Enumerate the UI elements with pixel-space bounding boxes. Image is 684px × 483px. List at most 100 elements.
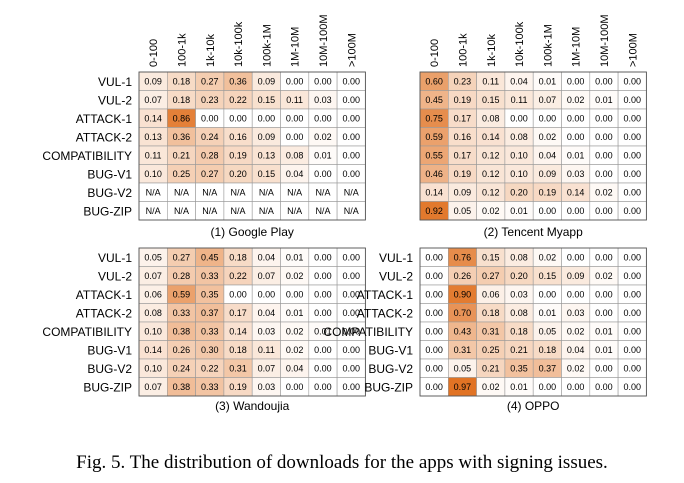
cell-value-label: 0.23	[454, 77, 472, 87]
cell-value-label: 0.00	[314, 290, 332, 300]
cell-value-label: 0.35	[510, 364, 528, 374]
cell-value-label: 0.09	[144, 77, 162, 87]
cell-value-label: 0.27	[482, 271, 500, 281]
row-label: ATTACK-1	[76, 112, 133, 126]
cell-value-label: 0.01	[286, 308, 304, 318]
cell-value-label: 0.19	[229, 151, 247, 161]
cell-value-label: 0.00	[595, 169, 613, 179]
cell-value-label: 0.05	[144, 253, 162, 263]
cell-value-label: 0.19	[539, 188, 557, 198]
row-label: BUG-V1	[368, 343, 413, 357]
cell-value-label: 0.60	[425, 77, 443, 87]
cell-value-label: 0.00	[342, 132, 360, 142]
cell-value-label: 0.07	[539, 95, 557, 105]
cell-value-label: 0.00	[623, 345, 641, 355]
cell-value-label: 0.00	[623, 290, 641, 300]
row-label: COMPATIBILITY	[42, 325, 132, 339]
cell-value-label: 0.02	[482, 382, 500, 392]
cell-value-label: 0.00	[425, 253, 443, 263]
cell-value-label: 0.00	[567, 206, 585, 216]
cell-value-label: 0.14	[144, 114, 162, 124]
cell-value-label: 0.00	[539, 290, 557, 300]
cell-value-label: 0.03	[258, 327, 276, 337]
cell-value-label: 0.45	[425, 95, 443, 105]
cell-value-label: 0.20	[510, 271, 528, 281]
cell-value-label: 0.00	[342, 308, 360, 318]
cell-value-label: 0.70	[454, 308, 472, 318]
cell-value-label: 0.38	[173, 382, 191, 392]
cell-value-label: 0.19	[454, 95, 472, 105]
cell-value-label: 0.25	[482, 345, 500, 355]
row-label: ATTACK-1	[357, 288, 414, 302]
row-label: ATTACK-2	[357, 306, 414, 320]
cell-value-label: 0.00	[567, 382, 585, 392]
cell-value-label: 0.13	[258, 151, 276, 161]
cell-value-label: N/A	[174, 206, 189, 216]
cell-value-label: 0.36	[229, 77, 247, 87]
cell-value-label: 0.00	[229, 290, 247, 300]
heatmap-border	[138, 71, 366, 221]
heatmap-panel-1: 0.09 0.18 0.27 0.36 0.09 0.00 0.00 0.00 0.07 0.18…	[42, 14, 366, 239]
row-label: VUL-2	[98, 93, 132, 107]
cell-value-label: 0.08	[286, 151, 304, 161]
cell-value-label: N/A	[202, 188, 217, 198]
cell-value-label: 0.23	[201, 95, 219, 105]
cell-value-label: 0.00	[342, 95, 360, 105]
cell-value-label: 0.00	[567, 114, 585, 124]
cell-value-label: 0.21	[482, 364, 500, 374]
cell-value-label: 0.15	[258, 95, 276, 105]
cell-value-label: 0.00	[425, 327, 443, 337]
cell-value-label: 0.00	[623, 382, 641, 392]
cell-value-label: 0.14	[567, 188, 585, 198]
cell-value-label: 0.09	[258, 132, 276, 142]
cell-value-label: 0.31	[229, 364, 247, 374]
cell-value-label: 0.00	[539, 114, 557, 124]
cell-value-label: 0.11	[511, 95, 528, 105]
figure-caption: Fig. 5. The distribution of downloads fo…	[76, 452, 608, 473]
cell-value-label: 0.02	[539, 132, 557, 142]
cell-value-label: 0.22	[229, 95, 247, 105]
cell-value-label: N/A	[146, 206, 161, 216]
cell-value-label: 0.17	[229, 308, 247, 318]
cell-value-label: 0.00	[314, 114, 332, 124]
row-label: VUL-2	[379, 269, 413, 283]
cell-value-label: 0.00	[314, 382, 332, 392]
cell-value-label: 0.09	[539, 169, 557, 179]
cell-value-label: 0.00	[623, 188, 641, 198]
cell-value-label: 0.20	[229, 169, 247, 179]
row-label: ATTACK-2	[76, 306, 133, 320]
cell-value-label: 0.10	[144, 364, 162, 374]
cell-value-label: 0.04	[510, 77, 528, 87]
cell-value-label: 0.00	[539, 382, 557, 392]
cell-value-label: 0.46	[425, 169, 443, 179]
cell-value-label: 0.04	[258, 308, 276, 318]
cell-value-label: 0.00	[425, 345, 443, 355]
cell-value-label: 0.15	[482, 95, 500, 105]
cell-value-label: 0.17	[454, 151, 472, 161]
cell-value-label: 0.27	[173, 253, 191, 263]
cell-value-label: 0.01	[510, 206, 528, 216]
column-label: 1M-10M	[571, 27, 583, 67]
cell-value-label: 0.00	[342, 327, 360, 337]
cell-value-label: 0.37	[201, 308, 219, 318]
cell-value-label: 0.59	[173, 290, 191, 300]
cell-value-label: 0.11	[286, 95, 303, 105]
cell-value-label: 0.00	[314, 253, 332, 263]
row-label: ATTACK-1	[76, 288, 133, 302]
column-label: 0-100	[429, 39, 441, 67]
cell-value-label: N/A	[231, 206, 246, 216]
row-label: VUL-2	[98, 269, 132, 283]
cell-value-label: 0.00	[314, 169, 332, 179]
cell-value-label: 0.10	[144, 169, 162, 179]
cell-value-label: 0.02	[595, 271, 613, 281]
cell-value-label: 0.01	[595, 345, 613, 355]
cell-value-label: 0.00	[314, 77, 332, 87]
row-label: VUL-1	[379, 251, 413, 265]
cell-value-label: 0.01	[595, 327, 613, 337]
cell-value-label: 0.16	[454, 132, 472, 142]
row-label: BUG-ZIP	[83, 204, 132, 218]
cell-value-label: 0.00	[623, 327, 641, 337]
cell-value-label: 0.07	[144, 382, 162, 392]
cell-value-label: 0.04	[258, 253, 276, 263]
row-label: BUG-ZIP	[83, 380, 132, 394]
